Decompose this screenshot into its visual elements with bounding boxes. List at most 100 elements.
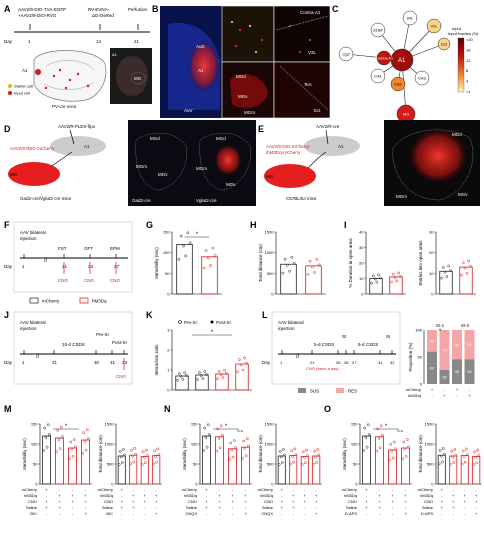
row-mark: + [218, 493, 221, 498]
j-step: Pre-SI [96, 332, 109, 337]
bar-res-label: 74 [442, 347, 447, 352]
data-point [388, 458, 391, 462]
row-mark: - [476, 505, 478, 510]
d-img1-label: Gad2-cre [132, 198, 151, 203]
row-mark: + [84, 511, 87, 516]
row-mark: + [205, 487, 208, 492]
a-a1-img-label: A1 [112, 52, 118, 57]
data-point [203, 370, 207, 373]
c-cbar-tick: >20 [466, 37, 474, 42]
row-mark: - [144, 505, 146, 510]
row-label: Saline [346, 505, 358, 510]
data-point [473, 450, 477, 454]
panel-label-a: A [4, 4, 11, 14]
a-a1-label: A1 [22, 68, 28, 73]
f-test-marks: 1 21 24 27 Day FST CNO OFT CNO EPM CNO // [4, 246, 120, 283]
data-point [46, 423, 50, 427]
row-mark: + [378, 493, 381, 498]
row-mark: + [132, 505, 135, 510]
data-point [377, 437, 381, 440]
data-point [467, 259, 471, 263]
bar-res-label: 54 [467, 342, 472, 347]
data-point [441, 447, 445, 450]
c-node-label: V2L [430, 24, 438, 29]
row-mark: - [121, 511, 123, 516]
j-day-label: Day [4, 360, 13, 365]
y-tick-label: 150 [31, 422, 38, 427]
data-point [439, 454, 443, 458]
row-mark: + [155, 499, 158, 504]
y-tick-label: 0 [35, 482, 38, 487]
row-label: CNO [104, 499, 113, 504]
data-point [443, 270, 447, 274]
row-mark: + [132, 493, 135, 498]
panel-label-j: J [4, 310, 9, 320]
chart-i2: 0 10 20 30 Entries into open arms [418, 230, 476, 297]
row-label: BIC [30, 511, 37, 516]
y-tick-label: 30 [359, 245, 364, 250]
row-mark: + [218, 505, 221, 510]
data-point [229, 441, 233, 445]
row-mark: - [156, 487, 158, 492]
l-legend-sus-swatch [298, 388, 306, 393]
data-point [205, 445, 209, 449]
a-perfusion: Perfusion [128, 7, 148, 12]
c-node [414, 70, 430, 86]
data-point [219, 424, 223, 428]
a-virus3: RV-EVNA- [88, 7, 110, 12]
row-mark: + [304, 499, 307, 504]
data-point [177, 372, 181, 376]
data-point [143, 461, 147, 465]
data-point [452, 461, 456, 464]
row-label: BIC [106, 511, 113, 516]
panel-label-k: K [146, 310, 153, 320]
bar [369, 278, 383, 295]
data-point [145, 454, 149, 457]
data-point [234, 446, 237, 449]
row-mark: + [315, 499, 318, 504]
data-point [56, 428, 60, 432]
row-mark: - [392, 511, 394, 516]
l-box [271, 311, 401, 385]
row-mark: - [464, 511, 466, 516]
bar [289, 455, 298, 485]
data-point [282, 453, 286, 457]
significance-star: * [439, 329, 442, 335]
data-point [202, 266, 206, 270]
bar [235, 363, 249, 391]
data-point [71, 455, 75, 458]
data-point [371, 274, 375, 278]
bar [140, 455, 149, 485]
data-point [391, 272, 395, 276]
y-tick-label: 0 [431, 292, 434, 297]
d-projection-arrow [51, 151, 73, 167]
row-label: CNO [424, 499, 433, 504]
bar [241, 446, 250, 485]
data-point [308, 259, 312, 263]
data-point [204, 249, 208, 252]
data-point [119, 455, 123, 459]
bar [472, 455, 481, 485]
row-mark: - [304, 511, 306, 516]
data-point [294, 453, 298, 457]
y-tick-label: 3 [167, 328, 170, 333]
row-mark: - [293, 487, 295, 492]
bar [277, 455, 286, 485]
row-mark: + [315, 493, 318, 498]
data-point [70, 447, 74, 451]
bar [388, 449, 397, 485]
data-point [393, 276, 397, 279]
l-day: 27 [352, 360, 357, 365]
data-point [154, 455, 158, 458]
data-point [390, 449, 394, 453]
data-point [153, 449, 157, 453]
c-network: A1 S1BF M1 V2L Ect Cg2 Contra-A1 CA1 CA2 CA3 MG [338, 10, 451, 124]
data-point [43, 426, 47, 430]
row-mark: + [121, 505, 124, 510]
row-label: CNQX [261, 511, 273, 516]
row-label: mCherry [98, 487, 113, 492]
d-virus-top: AAV2/R-FLEX-flpo [58, 124, 96, 129]
row-mark: + [464, 499, 467, 504]
row-mark: - [453, 511, 455, 516]
y-tick-label: 500 [267, 271, 274, 276]
